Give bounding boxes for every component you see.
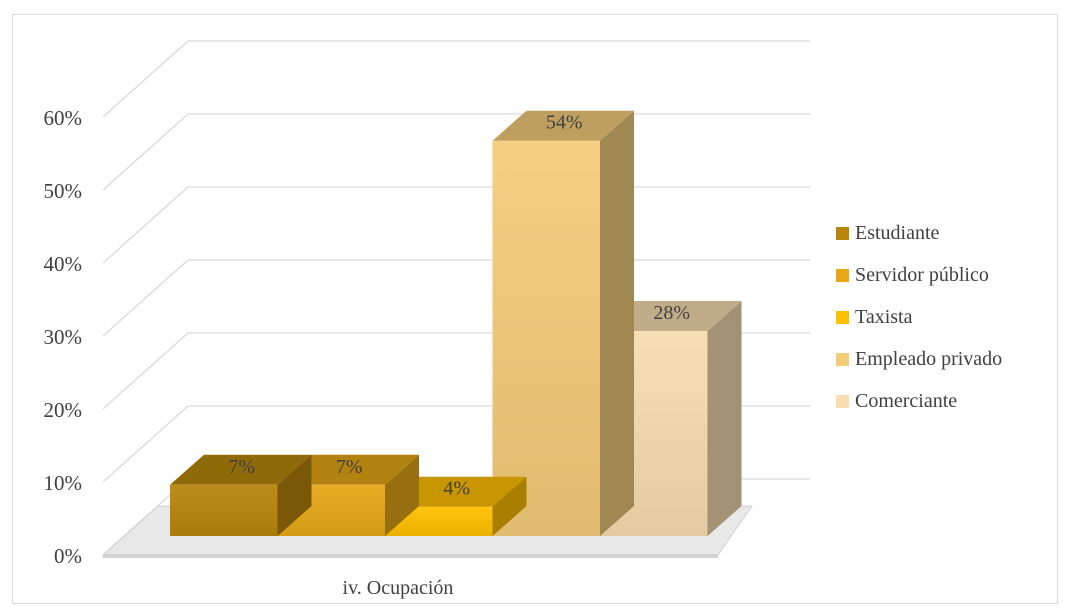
legend-label: Comerciante (855, 390, 957, 412)
legend: Estudiante Servidor público Taxista Emplead… (836, 222, 1002, 412)
y-tick-label: 30% (44, 325, 83, 349)
gridline-side (102, 332, 189, 410)
bar-top-face (492, 110, 634, 141)
bar-front-face (492, 140, 600, 536)
data-label: 28% (653, 302, 690, 324)
bar-taxista (385, 476, 527, 536)
legend-label: Estudiante (855, 222, 940, 244)
legend-swatch (836, 311, 849, 324)
bar-top-face (600, 301, 742, 332)
x-axis: iv. Ocupación (343, 577, 454, 599)
data-label: 7% (228, 456, 255, 478)
bar-side-face (492, 476, 527, 536)
legend-swatch (836, 227, 849, 240)
bar-side-face (600, 110, 634, 536)
legend-swatch (836, 353, 849, 366)
bar-front-face (170, 484, 278, 536)
legend-item: Comerciante (836, 390, 957, 412)
legend-item: Servidor público (836, 264, 989, 286)
data-label: 54% (546, 112, 583, 134)
bar-side-face (277, 454, 312, 536)
y-tick-label: 50% (44, 179, 83, 203)
legend-swatch (836, 395, 849, 408)
bar-estudiante (170, 454, 312, 536)
gridline-side (102, 40, 189, 118)
floor-edge (103, 555, 718, 558)
y-tick-label: 0% (54, 544, 82, 568)
y-tick-label: 40% (44, 252, 83, 276)
legend-label: Taxista (855, 306, 913, 328)
data-labels: 7% 7% 4% 54% 28% (228, 112, 690, 500)
bar-empleado-privado (492, 110, 634, 536)
legend-item: Taxista (836, 306, 913, 328)
x-category-label: iv. Ocupación (343, 577, 454, 599)
legend-swatch (836, 269, 849, 282)
gridline-side (102, 113, 189, 191)
legend-label: Servidor público (855, 264, 989, 286)
gridline-side (102, 186, 189, 264)
bars (170, 110, 742, 536)
y-tick-label: 20% (44, 398, 83, 422)
bar-top-face (385, 476, 527, 507)
bar-top-face (170, 454, 312, 485)
data-label: 7% (336, 456, 363, 478)
y-axis-tick-labels: 0% 10% 20% 30% 40% 50% 60% (44, 106, 83, 568)
bar-side-face (707, 301, 742, 536)
data-label: 4% (443, 478, 470, 500)
legend-item: Estudiante (836, 222, 940, 244)
bar-side-face (385, 454, 419, 536)
bar-top-face (277, 454, 419, 485)
gridline-side (102, 405, 189, 483)
y-tick-label: 60% (44, 106, 83, 130)
legend-label: Empleado privado (855, 348, 1002, 370)
legend-item: Empleado privado (836, 348, 1002, 370)
gridline-side (102, 259, 189, 337)
y-tick-label: 10% (44, 471, 83, 495)
